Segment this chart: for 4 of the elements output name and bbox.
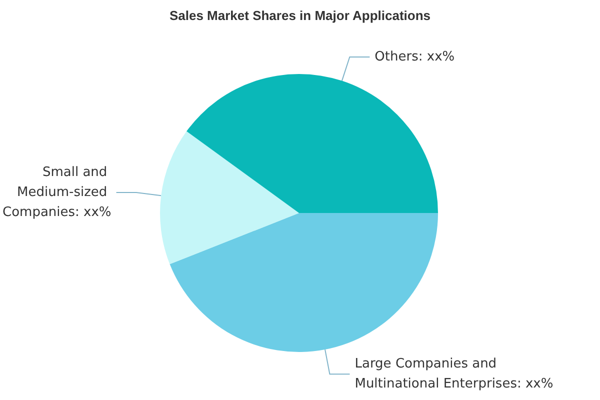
chart-title: Sales Market Shares in Major Applications — [169, 8, 431, 23]
slice-label: Small and Medium-sized Companies: xx% — [2, 164, 112, 220]
slice-label: Others: xx% — [374, 50, 455, 65]
slice-label: Large Companies and Multinational Enterprises: xx% — [354, 356, 554, 392]
